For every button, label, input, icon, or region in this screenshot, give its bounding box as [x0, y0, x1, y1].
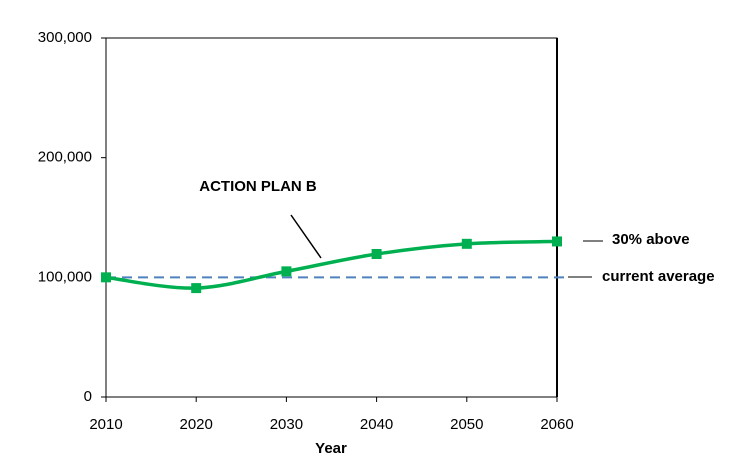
annotation: current average	[602, 268, 715, 285]
point-marker	[371, 248, 382, 259]
x-tick-label: 2010	[89, 416, 122, 433]
annotation-pointer	[290, 214, 322, 259]
point-marker	[281, 266, 292, 277]
x-axis-label: Year	[315, 440, 347, 457]
x-tick-label: 2060	[540, 416, 573, 433]
point-marker	[101, 272, 111, 283]
point-marker	[552, 236, 562, 247]
plot-frame	[105, 37, 558, 398]
x-tick-label: 2040	[360, 416, 393, 433]
y-tick-label: 100,000	[38, 268, 92, 285]
series-annotation: ACTION PLAN B	[199, 178, 317, 195]
y-tick-label: 0	[84, 388, 92, 405]
point-marker	[191, 283, 202, 294]
series-line	[105, 239, 558, 290]
y-tick-label: 200,000	[38, 149, 92, 166]
x-tick-label: 2020	[180, 416, 213, 433]
point-marker	[461, 238, 472, 249]
y-tick-label: 300,000	[38, 29, 92, 46]
annotation: 30% above	[612, 231, 690, 248]
x-tick-label: 2050	[450, 416, 483, 433]
x-tick-label: 2030	[270, 416, 303, 433]
